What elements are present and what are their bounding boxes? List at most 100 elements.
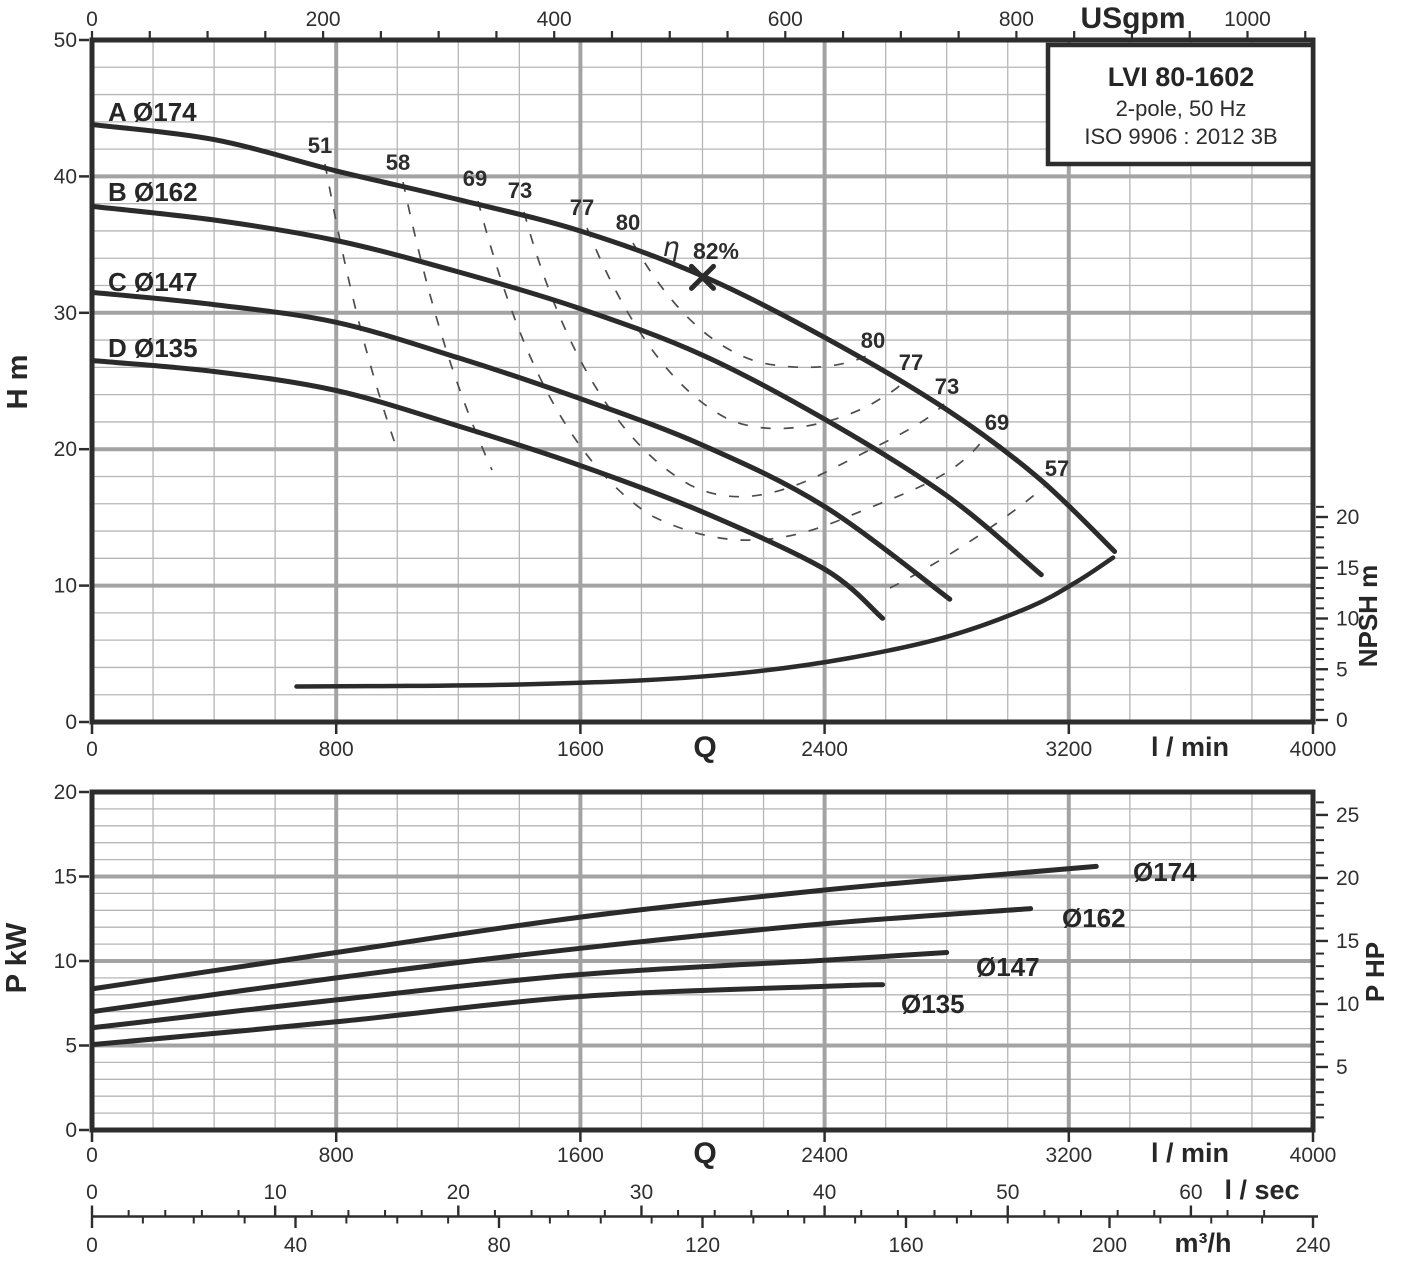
power-curve-label-A: Ø174 xyxy=(1133,857,1197,887)
q-bottom-tick-label: 4000 xyxy=(1290,1144,1337,1167)
hp-axis-label: P HP xyxy=(1360,942,1390,1002)
npsh-curve xyxy=(294,555,1116,689)
usgpm-tick-label: 800 xyxy=(999,8,1034,31)
npsh-axis-label: NPSH m xyxy=(1353,565,1383,668)
npsh-tick-label: 0 xyxy=(1336,709,1348,732)
npsh-tick-label: 5 xyxy=(1336,658,1348,681)
power-curve-label-C: Ø147 xyxy=(976,952,1040,982)
pump-spec-line: 2-pole, 50 Hz xyxy=(1116,96,1247,121)
usgpm-tick-label: 400 xyxy=(537,8,572,31)
q-top-tick-label: 3200 xyxy=(1045,738,1092,761)
lsec-tick-label: 20 xyxy=(447,1181,470,1204)
hp-tick-label: 15 xyxy=(1336,930,1359,953)
title-box xyxy=(1045,42,1316,167)
power-curve-label-D: Ø135 xyxy=(901,989,965,1019)
pkw-tick-label: 20 xyxy=(54,781,77,804)
flow-symbol-bottom: Q xyxy=(693,1137,716,1170)
lsec-tick-label: 0 xyxy=(86,1181,98,1204)
lsec-tick-label: 50 xyxy=(996,1181,1019,1204)
lmin-unit-top: l / min xyxy=(1151,732,1229,762)
efficiency-label-6: 80 xyxy=(861,328,885,353)
power-curve-A xyxy=(89,863,1099,992)
efficiency-label-7: 77 xyxy=(899,350,923,375)
q-bottom-tick-label: 2400 xyxy=(801,1144,848,1167)
q-top-tick-label: 4000 xyxy=(1290,738,1337,761)
h-tick-label: 0 xyxy=(65,711,77,734)
power-curve-D xyxy=(89,982,886,1048)
hp-tick-label: 10 xyxy=(1336,993,1359,1016)
efficiency-label-4: 77 xyxy=(570,195,594,220)
head-curve-D xyxy=(89,358,886,621)
q-bottom-tick-label: 1600 xyxy=(557,1144,604,1167)
head-curve-B xyxy=(89,203,1044,578)
efficiency-label-2: 69 xyxy=(463,166,487,191)
m3h-unit-label: m³/h xyxy=(1175,1228,1232,1258)
efficiency-label-8: 73 xyxy=(935,374,959,399)
head-curve-C xyxy=(89,289,953,602)
power-curve-C xyxy=(89,950,950,1031)
pkw-tick-label: 10 xyxy=(54,950,77,973)
head-curve-label-D: D Ø135 xyxy=(108,333,198,363)
efficiency-contour-77 xyxy=(586,227,909,430)
head-curve-A xyxy=(89,122,1118,554)
power-axis-label: P kW xyxy=(1,922,33,993)
m3h-tick-label: 240 xyxy=(1295,1234,1330,1257)
usgpm-tick-label: 200 xyxy=(306,8,341,31)
head-curve-label-C: C Ø147 xyxy=(108,267,198,297)
h-tick-label: 20 xyxy=(54,438,77,461)
npsh-tick-label: 15 xyxy=(1336,557,1359,580)
lsec-unit-label: l / sec xyxy=(1224,1175,1299,1205)
usgpm-axis-unit-label: USgpm xyxy=(1081,2,1186,35)
bottom-chart-border xyxy=(89,789,1316,1133)
q-bottom-tick-label: 3200 xyxy=(1045,1144,1092,1167)
efficiency-label-10: 57 xyxy=(1045,456,1069,481)
eta-symbol: η xyxy=(662,232,679,263)
h-tick-label: 30 xyxy=(54,302,77,325)
usgpm-tick-label: 1000 xyxy=(1224,8,1271,31)
usgpm-tick-label: 600 xyxy=(768,8,803,31)
efficiency-label-3: 73 xyxy=(508,178,532,203)
power-curve-B xyxy=(89,906,1034,1015)
m3h-tick-label: 40 xyxy=(284,1234,307,1257)
efficiency-label-0: 51 xyxy=(308,133,332,158)
efficiency-contour-73 xyxy=(523,211,945,498)
q-bottom-tick-label: 800 xyxy=(319,1144,354,1167)
m3h-tick-label: 120 xyxy=(685,1234,720,1257)
pump-standard-line: ISO 9906 : 2012 3B xyxy=(1084,124,1277,149)
bep-efficiency-value: 82% xyxy=(693,238,739,264)
q-top-tick-label: 1600 xyxy=(557,738,604,761)
efficiency-contour-80 xyxy=(632,242,871,369)
efficiency-contour-58 xyxy=(402,181,493,471)
lsec-tick-label: 40 xyxy=(813,1181,836,1204)
pkw-tick-label: 0 xyxy=(65,1119,77,1142)
efficiency-label-1: 58 xyxy=(386,150,410,175)
h-tick-label: 50 xyxy=(54,29,77,52)
efficiency-label-9: 69 xyxy=(985,410,1009,435)
lsec-tick-label: 60 xyxy=(1179,1181,1202,1204)
q-top-tick-label: 2400 xyxy=(801,738,848,761)
hp-tick-label: 20 xyxy=(1336,867,1359,890)
npsh-tick-label: 20 xyxy=(1336,506,1359,529)
head-curve-label-A: A Ø174 xyxy=(108,97,197,127)
hp-tick-label: 25 xyxy=(1336,804,1359,827)
npsh-tick-label: 10 xyxy=(1336,608,1359,631)
head-axis-label: H m xyxy=(2,355,34,410)
efficiency-label-5: 80 xyxy=(616,210,640,235)
pkw-tick-label: 5 xyxy=(65,1035,77,1058)
flow-symbol-top: Q xyxy=(693,731,716,764)
lsec-tick-label: 10 xyxy=(263,1181,286,1204)
q-bottom-tick-label: 0 xyxy=(86,1144,98,1167)
m3h-tick-label: 160 xyxy=(888,1234,923,1257)
hp-tick-label: 5 xyxy=(1336,1056,1348,1079)
head-curve-label-B: B Ø162 xyxy=(108,177,198,207)
efficiency-contour-51 xyxy=(324,163,399,453)
m3h-tick-label: 80 xyxy=(487,1234,510,1257)
top-chart-border xyxy=(89,37,1316,725)
h-tick-label: 10 xyxy=(54,575,77,598)
efficiency-contour-57 xyxy=(889,486,1045,589)
lsec-tick-label: 30 xyxy=(630,1181,653,1204)
h-tick-label: 40 xyxy=(54,165,77,188)
q-top-tick-label: 0 xyxy=(86,738,98,761)
